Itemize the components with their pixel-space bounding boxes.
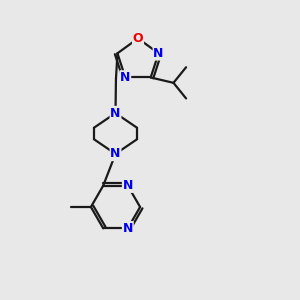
Text: O: O <box>133 32 143 45</box>
Text: N: N <box>153 47 164 60</box>
Text: N: N <box>120 71 130 84</box>
Text: N: N <box>123 222 133 235</box>
Text: N: N <box>110 106 121 120</box>
Text: N: N <box>110 147 121 161</box>
Text: N: N <box>123 179 133 192</box>
